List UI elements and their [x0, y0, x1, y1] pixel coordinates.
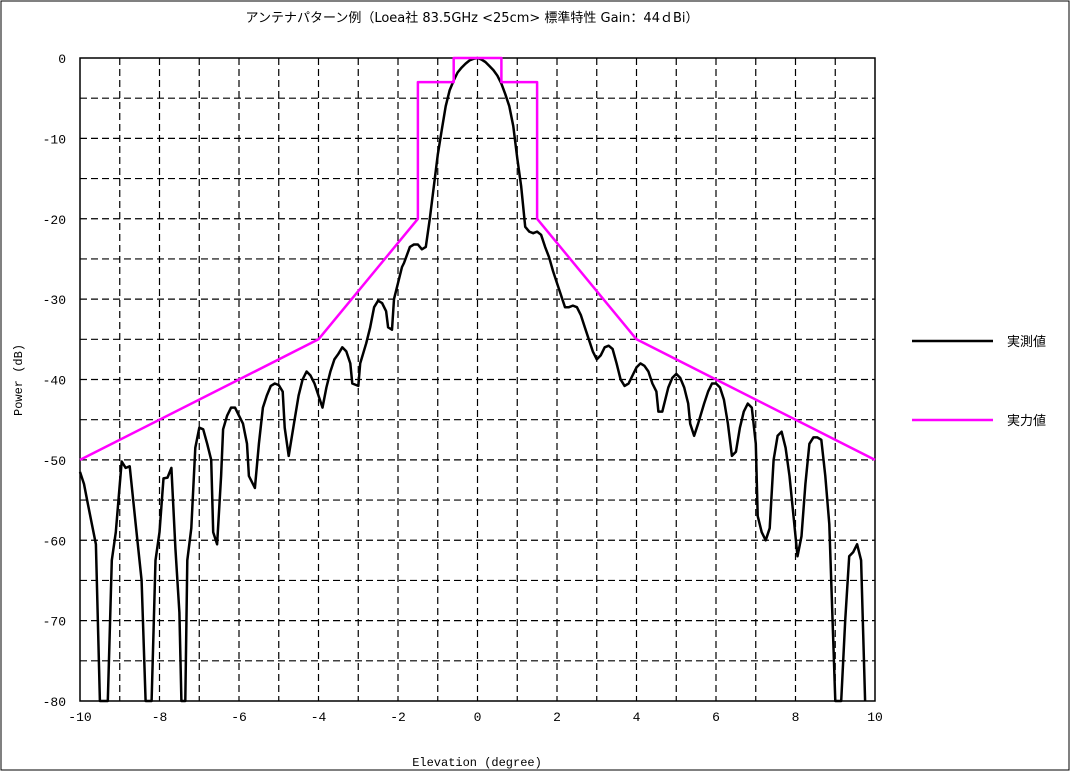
x-tick-label: 8 — [792, 710, 800, 725]
y-tick-label: -10 — [43, 132, 66, 147]
chart-title: アンテナパターン例（Loea社 83.5GHz <25cm> 標準特性 Gain… — [245, 10, 698, 26]
x-tick-label: 2 — [553, 710, 561, 725]
y-tick-label: -60 — [43, 534, 66, 549]
x-tick-label: 0 — [474, 710, 482, 725]
x-tick-label: 6 — [712, 710, 720, 725]
series-layer — [78, 56, 876, 703]
y-tick-label: -50 — [43, 454, 66, 469]
x-tick-label: -4 — [311, 710, 327, 725]
y-tick-label: -70 — [43, 615, 66, 630]
y-tick-label: 0 — [58, 52, 66, 67]
x-tick-label: 4 — [633, 710, 641, 725]
y-axis-label: Power (dB) — [12, 344, 26, 416]
y-tick-label: -40 — [43, 374, 66, 389]
x-tick-label: -6 — [231, 710, 247, 725]
x-tick-label: 10 — [867, 710, 883, 725]
x-tick-label: -10 — [68, 710, 91, 725]
series-capability-line — [79, 56, 876, 462]
y-tick-label: -30 — [43, 293, 66, 308]
x-tick-label: -2 — [390, 710, 406, 725]
y-tick-label: -20 — [43, 213, 66, 228]
legend-label-capability: 実力値 — [1007, 413, 1046, 429]
x-tick-label: -8 — [152, 710, 168, 725]
series-measured-line — [78, 56, 867, 703]
y-tick-label: -80 — [43, 695, 66, 710]
x-axis-label: Elevation (degree) — [412, 756, 542, 770]
y-axis-tick-labels: 0 -10 -20 -30 -40 -50 -60 -70 -80 — [43, 52, 66, 710]
legend: 実測値 実力値 — [912, 334, 1046, 429]
legend-label-measured: 実測値 — [1007, 334, 1046, 350]
grid — [80, 58, 875, 701]
x-axis-tick-labels: -10 -8 -6 -4 -2 0 2 4 6 8 10 — [68, 710, 883, 725]
